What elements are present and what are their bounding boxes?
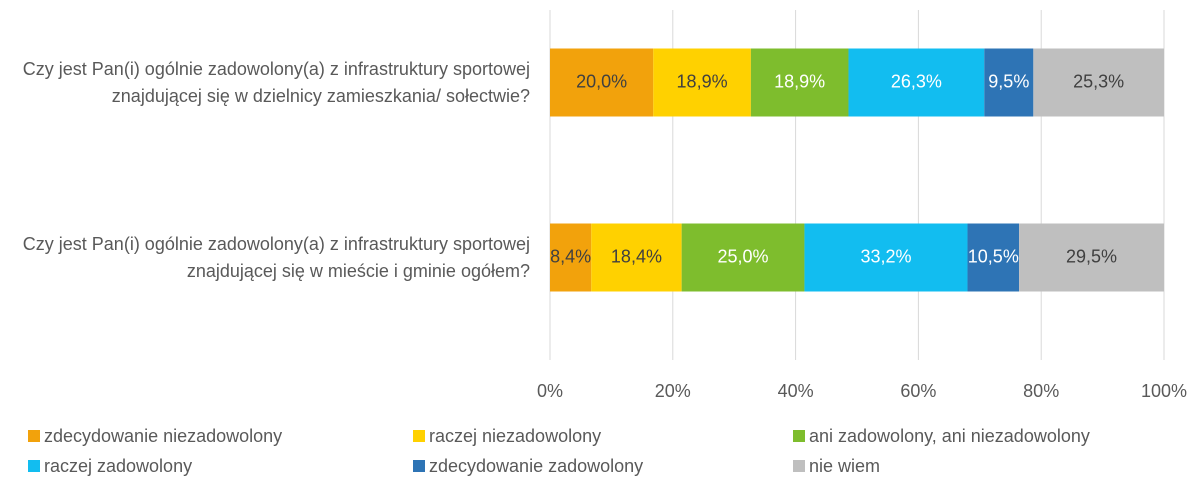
x-tick-label: 60% xyxy=(900,381,936,401)
legend-item: ani zadowolony, ani niezadowolony xyxy=(793,426,1090,447)
data-label: 29,5% xyxy=(1066,246,1117,266)
legend-label: raczej niezadowolony xyxy=(429,426,602,446)
data-label: 8,4% xyxy=(550,246,591,266)
legend-item: zdecydowanie zadowolony xyxy=(413,456,643,477)
data-label: 20,0% xyxy=(576,71,627,91)
bar-segment xyxy=(550,48,654,117)
x-tick-label: 100% xyxy=(1141,381,1187,401)
legend-label: nie wiem xyxy=(809,456,881,476)
data-label: 25,3% xyxy=(1073,71,1124,91)
data-label: 33,2% xyxy=(860,246,911,266)
data-label: 18,9% xyxy=(774,71,825,91)
legend-swatch xyxy=(793,430,805,442)
legend-item: zdecydowanie niezadowolony xyxy=(28,426,282,447)
category-label: Czy jest Pan(i) ogólnie zadowolony(a) z … xyxy=(22,58,530,106)
legend-label: ani zadowolony, ani niezadowolony xyxy=(809,426,1090,446)
legend-label: zdecydowanie niezadowolony xyxy=(44,426,283,446)
legend-swatch xyxy=(413,460,425,472)
legend-swatch xyxy=(28,430,40,442)
x-tick-label: 0% xyxy=(537,381,563,401)
bar-segment xyxy=(1033,48,1164,117)
bar-segment xyxy=(750,48,849,117)
bar-segment xyxy=(804,223,968,292)
x-tick-label: 40% xyxy=(778,381,814,401)
legend-swatch xyxy=(28,460,40,472)
legend-swatch xyxy=(793,460,805,472)
bar-segment xyxy=(967,223,1020,292)
bar-segment xyxy=(681,223,805,292)
bar-segment xyxy=(653,48,751,117)
category-label: Czy jest Pan(i) ogólnie zadowolony(a) z … xyxy=(22,233,530,281)
legend-item: nie wiem xyxy=(793,456,880,477)
data-label: 25,0% xyxy=(718,246,769,266)
bar-segment xyxy=(591,223,682,292)
bar-segment xyxy=(848,48,985,117)
x-tick-label: 20% xyxy=(655,381,691,401)
legend-label: raczej zadowolony xyxy=(44,456,193,476)
data-label: 26,3% xyxy=(891,71,942,91)
bar-segment xyxy=(1019,223,1164,292)
data-label: 10,5% xyxy=(968,246,1019,266)
legend-item: raczej zadowolony xyxy=(28,456,192,477)
data-label: 9,5% xyxy=(988,71,1029,91)
data-label: 18,4% xyxy=(611,246,662,266)
legend-swatch xyxy=(413,430,425,442)
legend-label: zdecydowanie zadowolony xyxy=(429,456,644,476)
legend-item: raczej niezadowolony xyxy=(413,426,601,447)
bar-segment xyxy=(984,48,1034,117)
x-tick-label: 80% xyxy=(1023,381,1059,401)
data-label: 18,9% xyxy=(677,71,728,91)
bar-segment xyxy=(550,223,592,292)
